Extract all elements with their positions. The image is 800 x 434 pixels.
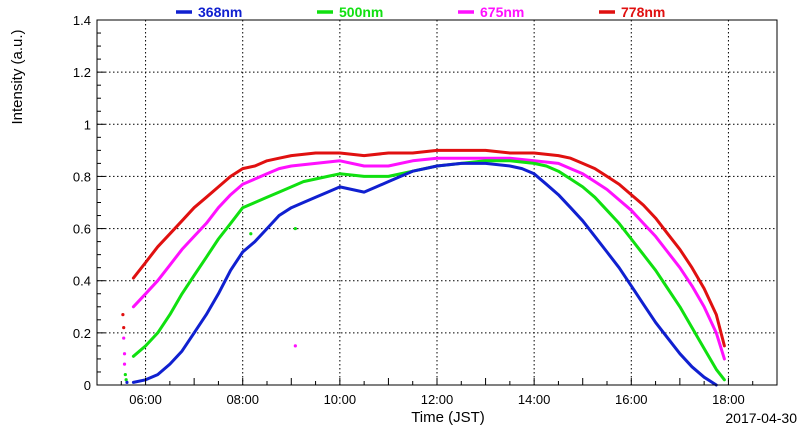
stray-point — [293, 226, 297, 231]
x-tick-label: 14:00 — [518, 392, 551, 407]
stray-point — [124, 378, 128, 382]
y-tick-label: 0.2 — [73, 326, 91, 341]
stray-points — [121, 226, 297, 384]
stray-point — [122, 352, 127, 356]
legend-label: 778nm — [621, 4, 665, 20]
x-tick-label: 06:00 — [129, 392, 162, 407]
x-axis-title: Time (JST) — [411, 409, 485, 426]
y-tick-label: 1 — [84, 117, 91, 132]
series-line-368nm — [131, 161, 718, 387]
stray-point — [123, 372, 127, 377]
y-tick-label: 1.4 — [73, 13, 91, 28]
stray-point — [125, 380, 129, 384]
stray-point — [121, 313, 125, 317]
series-line-778nm — [131, 148, 726, 348]
stray-point — [122, 326, 126, 330]
legend-label: 500nm — [339, 4, 383, 20]
stray-point — [249, 232, 253, 236]
x-tick-label: 10:00 — [324, 392, 357, 407]
y-tick-label: 0.4 — [73, 274, 91, 289]
x-tick-label: 18:00 — [712, 392, 745, 407]
series-line-500nm — [131, 159, 726, 382]
legend-label: 675nm — [480, 4, 524, 20]
y-axis-title: Intensity (a.u.) — [9, 29, 26, 124]
legend-label: 368nm — [198, 4, 242, 20]
legend: 368nm 500nm 675nm 778nm — [176, 4, 665, 20]
series-lines — [131, 148, 726, 387]
y-axis-ticks: 0 0.2 0.4 0.6 0.8 1 1.2 1.4 — [73, 13, 105, 393]
stray-point — [293, 344, 297, 348]
y-tick-label: 1.2 — [73, 65, 91, 80]
date-label: 2017-04-30 — [725, 410, 797, 426]
grid — [97, 20, 777, 385]
x-axis-ticks: 06:00 08:00 10:00 12:00 14:00 16:00 18:00 — [96, 378, 778, 407]
x-tick-label: 12:00 — [421, 392, 454, 407]
stray-point — [122, 336, 126, 340]
y-tick-label: 0.6 — [73, 222, 91, 237]
x-tick-label: 08:00 — [226, 392, 259, 407]
x-tick-label: 16:00 — [615, 392, 648, 407]
series-line-675nm — [131, 156, 726, 361]
y-tick-label: 0.8 — [73, 169, 91, 184]
stray-point — [122, 362, 127, 366]
y-tick-label: 0 — [84, 378, 91, 393]
